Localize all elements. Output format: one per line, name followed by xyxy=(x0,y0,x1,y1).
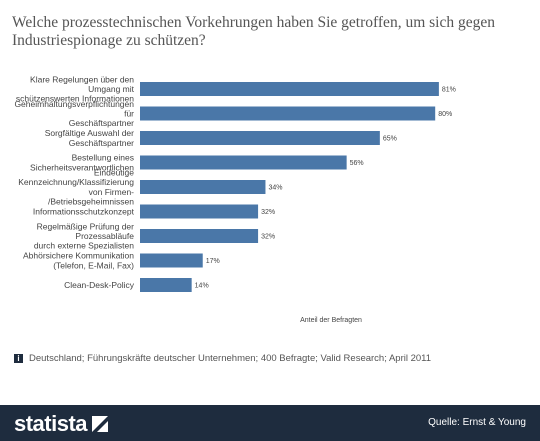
bar[interactable] xyxy=(140,82,439,96)
category-label: Sorgfältige Auswahl der Geschäftspartner xyxy=(45,128,134,148)
category-label: Bestellung eines Sicherheitsverantwortlic… xyxy=(30,153,134,173)
bar[interactable] xyxy=(140,229,259,243)
bar[interactable] xyxy=(140,204,259,219)
bar[interactable] xyxy=(140,131,380,145)
statista-logo-icon xyxy=(92,416,109,432)
bar[interactable] xyxy=(140,180,266,194)
logo-text: statista xyxy=(14,411,88,436)
bar-chart: 81% Klare Regelungen über den Umgang mit sc… xyxy=(14,74,456,324)
bar[interactable] xyxy=(140,106,436,121)
data-label: 34% xyxy=(268,185,282,192)
data-label: 32% xyxy=(261,234,275,241)
bar[interactable] xyxy=(140,278,192,292)
footnote: i Deutschland; Führungskräfte deutscher … xyxy=(14,353,524,364)
footnote-text: Deutschland; Führungskräfte deutscher Un… xyxy=(29,353,432,364)
bar[interactable] xyxy=(140,155,347,170)
statista-logo[interactable]: statista xyxy=(14,411,109,437)
category-label: Geheimhaltungsverpflichtungen für Geschäft… xyxy=(14,99,134,128)
data-label: 81% xyxy=(442,87,456,94)
chart-title: Welche prozesstechnischen Vorkehrungen h… xyxy=(12,14,495,49)
category-label: Regelmäßige Prüfung der Prozessabläufe dur… xyxy=(34,221,134,250)
x-axis-label: Anteil der Befragten xyxy=(300,317,362,324)
data-label: 65% xyxy=(383,136,397,143)
source-credit[interactable]: Quelle: Ernst & Young xyxy=(428,417,526,428)
category-label: Clean-Desk-Policy xyxy=(64,280,135,290)
category-label: Eindeutige Kennzeichnung/Klassifizierung v… xyxy=(18,168,134,207)
footer-bar: statista Quelle: Ernst & Young xyxy=(0,405,540,441)
bar[interactable] xyxy=(140,253,203,268)
data-label: 56% xyxy=(350,160,364,167)
info-icon[interactable]: i xyxy=(14,354,23,363)
data-label: 14% xyxy=(195,283,209,290)
data-label: 32% xyxy=(261,209,275,216)
category-label: Abhörsichere Kommunikation (Telefon, E-Ma… xyxy=(23,251,134,271)
category-label: Informationsschutzkonzept xyxy=(33,207,135,217)
category-label: Klare Regelungen über den Umgang mit schüt… xyxy=(16,74,135,103)
data-label: 17% xyxy=(206,258,220,265)
data-label: 80% xyxy=(438,111,452,118)
